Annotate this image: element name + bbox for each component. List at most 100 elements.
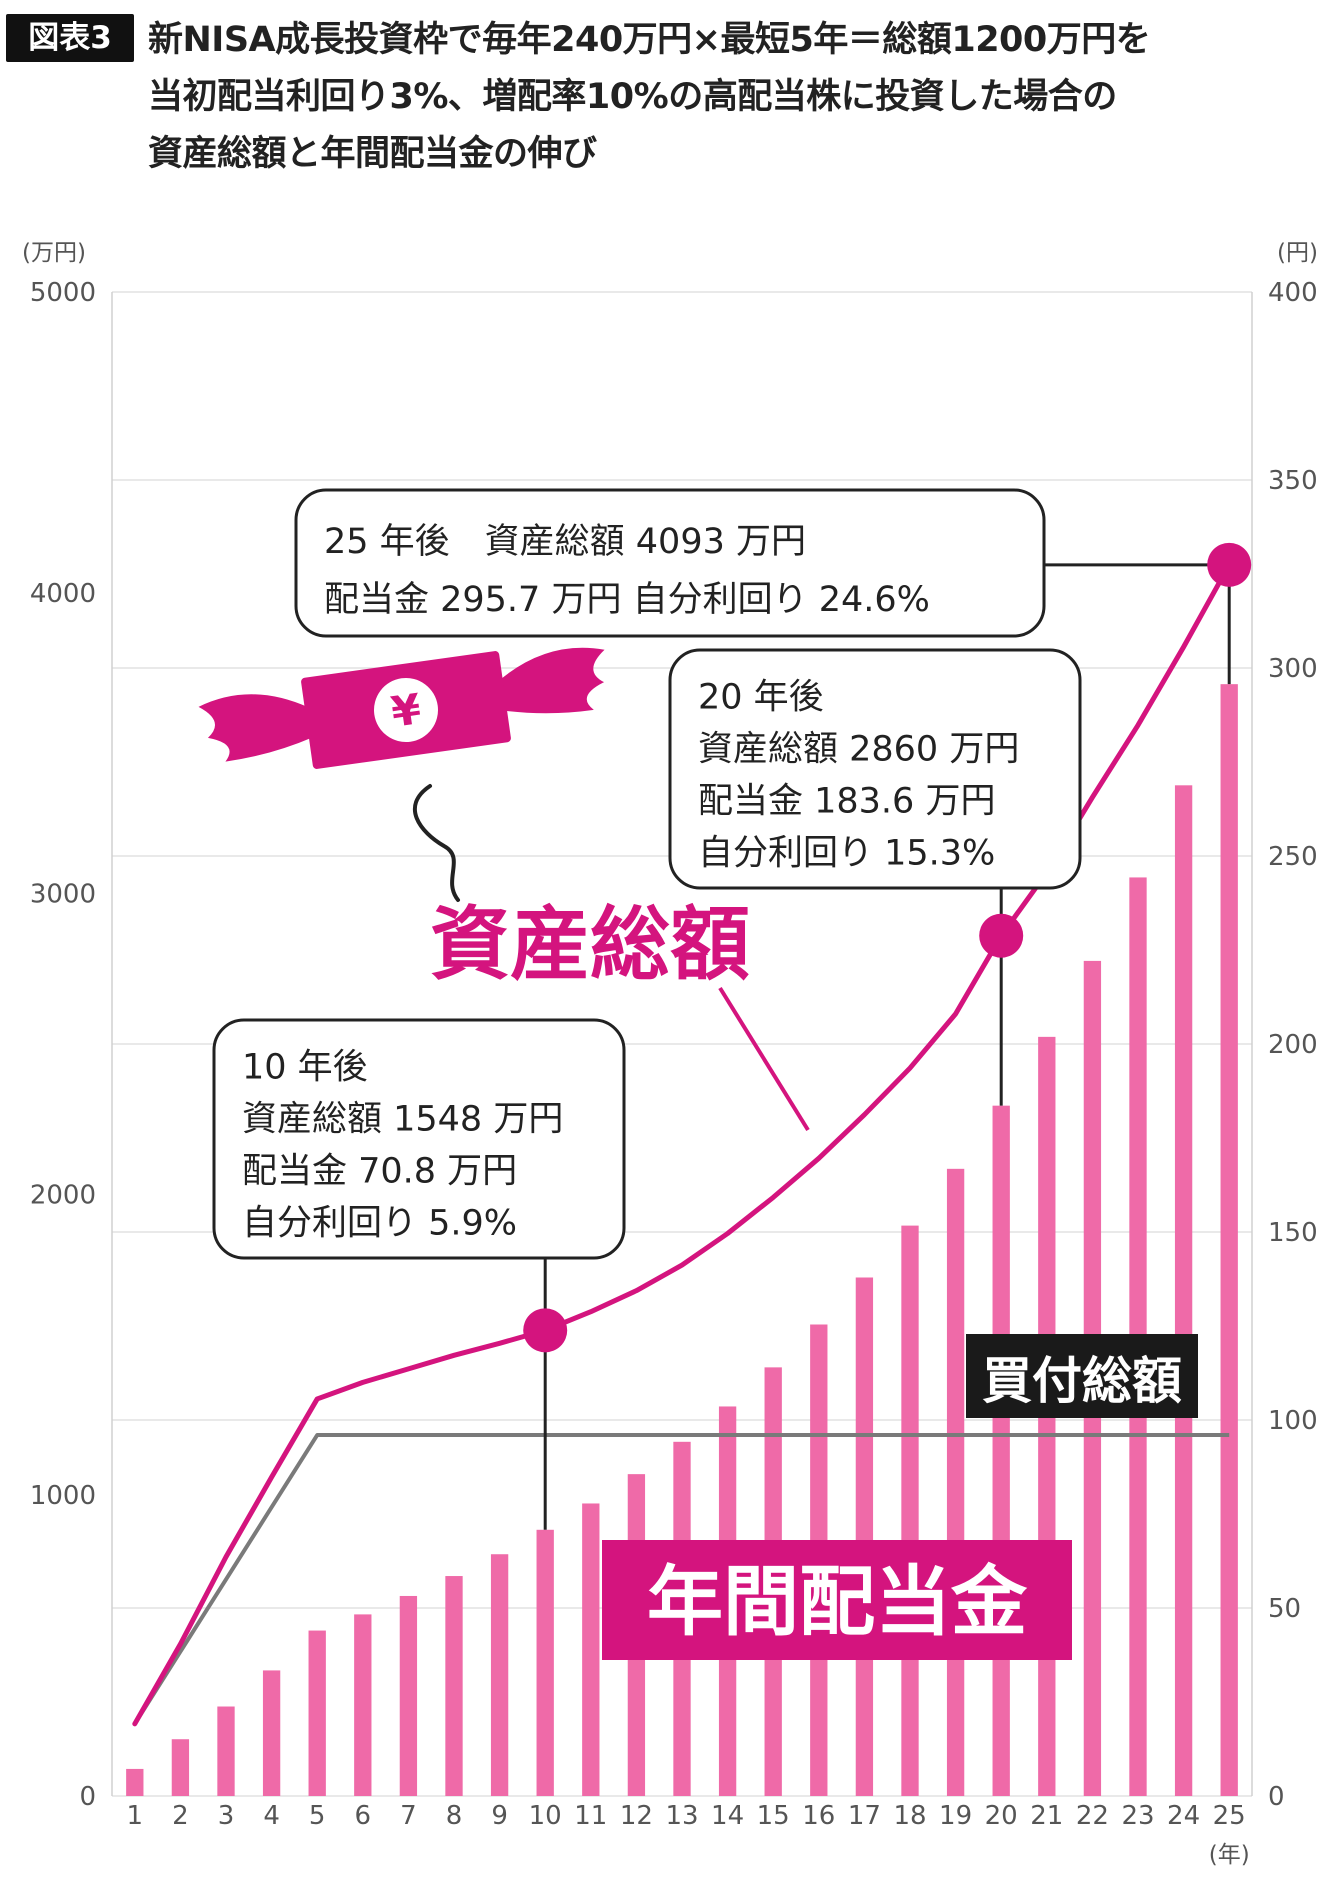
callout-line: 自分利回り 15.3% <box>698 834 995 874</box>
callout-line: 資産総額 1548 万円 <box>242 1100 563 1140</box>
dividend-bar <box>126 1768 144 1796</box>
right-axis-tick: 400 <box>1268 278 1318 308</box>
x-axis-tick: 9 <box>491 1801 508 1831</box>
title-line-3: 資産総額と年間配当金の伸び <box>148 134 597 174</box>
right-axis-tick: 350 <box>1268 466 1318 496</box>
x-axis-tick: 17 <box>848 1801 881 1831</box>
dividend-bar <box>262 1670 281 1796</box>
dividend-bar <box>217 1706 235 1796</box>
purchase-total-line <box>133 1433 1230 1725</box>
left-axis-tick: 0 <box>79 1782 96 1812</box>
x-axis-tick: 10 <box>529 1801 562 1831</box>
right-axis-tick: 200 <box>1268 1030 1318 1060</box>
callout-box <box>668 648 1082 890</box>
yen-icon-glyph: ¥ <box>388 684 424 737</box>
left-axis-tick: 1000 <box>30 1481 96 1511</box>
dividend-bar <box>171 1739 190 1796</box>
asset-label-pointer <box>718 986 810 1132</box>
purchase-label-box <box>966 1334 1198 1418</box>
asset-marker <box>1207 542 1252 587</box>
left-axis-unit: (万円) <box>22 240 86 266</box>
purchase-total-line-group <box>133 1433 1230 1725</box>
x-axis-tick: 6 <box>355 1801 372 1831</box>
callout-line: 自分利回り 5.9% <box>242 1204 517 1244</box>
x-axis-tick: 1 <box>127 1801 144 1831</box>
x-axis-tick: 3 <box>218 1801 235 1831</box>
dividend-bar <box>901 1225 919 1796</box>
x-axis-tick: 16 <box>802 1801 835 1831</box>
yen-icon <box>374 678 438 742</box>
right-axis-tick: 150 <box>1268 1218 1318 1248</box>
x-axis-tick: 15 <box>757 1801 790 1831</box>
x-axis-tick: 4 <box>263 1801 280 1831</box>
callout-line: 配当金 70.8 万円 <box>242 1152 517 1192</box>
x-axis-tick: 12 <box>620 1801 653 1831</box>
dividend-bar <box>354 1614 372 1796</box>
asset-marker <box>523 1308 568 1353</box>
x-axis-tick: 19 <box>939 1801 972 1831</box>
callout-box <box>212 1018 626 1260</box>
dividend-label-box <box>602 1540 1072 1660</box>
right-axis-tick: 250 <box>1268 842 1318 872</box>
x-axis-tick: 2 <box>172 1801 189 1831</box>
dividend-bar <box>582 1503 600 1796</box>
right-axis-tick: 0 <box>1268 1782 1285 1812</box>
asset-marker <box>979 913 1024 958</box>
x-axis-tick: 22 <box>1076 1801 1109 1831</box>
right-axis-tick: 100 <box>1268 1406 1318 1436</box>
axes: 0 1000 2000 3000 4000 5000 0 50 100 150 200 250 300 3… <box>22 240 1318 1868</box>
dividend-bar <box>536 1529 554 1796</box>
decorations: ¥ <box>198 647 605 902</box>
x-axis-tick: 14 <box>711 1801 744 1831</box>
dividend-bar <box>1220 684 1238 1797</box>
left-axis-tick: 4000 <box>30 579 96 609</box>
figure-header: 図表3 新NISA成長投資枠で毎年240万円×最短5年＝総額1200万円を 当初… <box>0 0 1340 200</box>
left-wing <box>198 694 313 762</box>
chart-title: 新NISA成長投資枠で毎年240万円×最短5年＝総額1200万円を 当初配当利回… <box>148 12 1333 183</box>
x-axis-tick: 13 <box>665 1801 698 1831</box>
left-axis-tick: 2000 <box>30 1180 96 1210</box>
callout-line: 配当金 295.7 万円 自分利回り 24.6% <box>324 580 930 620</box>
x-axis-tick: 7 <box>400 1801 417 1831</box>
right-wing <box>498 647 605 714</box>
x-axis-tick: 20 <box>985 1801 1018 1831</box>
x-axis-tick: 18 <box>893 1801 926 1831</box>
callout-line: 10 年後 <box>242 1048 368 1088</box>
x-axis-tick: 25 <box>1213 1801 1246 1831</box>
callout-box <box>294 488 1046 638</box>
callout-line: 25 年後 資産総額 4093 万円 <box>324 522 806 562</box>
x-axis-tick: 8 <box>446 1801 463 1831</box>
title-line-1: 新NISA成長投資枠で毎年240万円×最短5年＝総額1200万円を <box>148 20 1151 60</box>
dividend-label: 年間配当金 <box>647 1557 1028 1646</box>
dividend-bar <box>992 1105 1010 1796</box>
dividend-bar <box>855 1277 874 1796</box>
x-axis-tick: 23 <box>1121 1801 1154 1831</box>
title-line-2: 当初配当利回り3%、増配率10%の高配当株に投資した場合の <box>148 77 1117 117</box>
dividend-bar <box>308 1630 326 1796</box>
left-axis-tick: 3000 <box>30 880 96 910</box>
x-axis-tick: 21 <box>1030 1801 1063 1831</box>
left-axis-tick: 5000 <box>30 278 96 308</box>
callout-line: 資産総額 2860 万円 <box>698 730 1019 770</box>
dividend-bar <box>490 1554 509 1796</box>
asset-total-label: 資産総額 <box>430 898 750 991</box>
dividend-bar <box>1174 785 1193 1796</box>
callout-line: 20 年後 <box>698 678 824 718</box>
x-axis-tick: 5 <box>309 1801 326 1831</box>
purchase-total-label: 買付総額 <box>982 1352 1182 1410</box>
squiggle-line <box>413 784 460 902</box>
right-axis-tick: 50 <box>1268 1594 1301 1624</box>
figure-badge: 図表3 <box>6 14 134 62</box>
x-axis-tick: 11 <box>574 1801 607 1831</box>
flying-money-icon: ¥ <box>198 647 605 769</box>
right-axis-tick: 300 <box>1268 654 1318 684</box>
dividend-bar <box>399 1595 418 1796</box>
callout-line: 配当金 183.6 万円 <box>698 782 995 822</box>
x-axis-unit: (年) <box>1209 1842 1250 1868</box>
right-axis-unit: (円) <box>1277 240 1318 266</box>
dividend-bar <box>445 1576 463 1796</box>
dividend-bar <box>946 1168 965 1796</box>
